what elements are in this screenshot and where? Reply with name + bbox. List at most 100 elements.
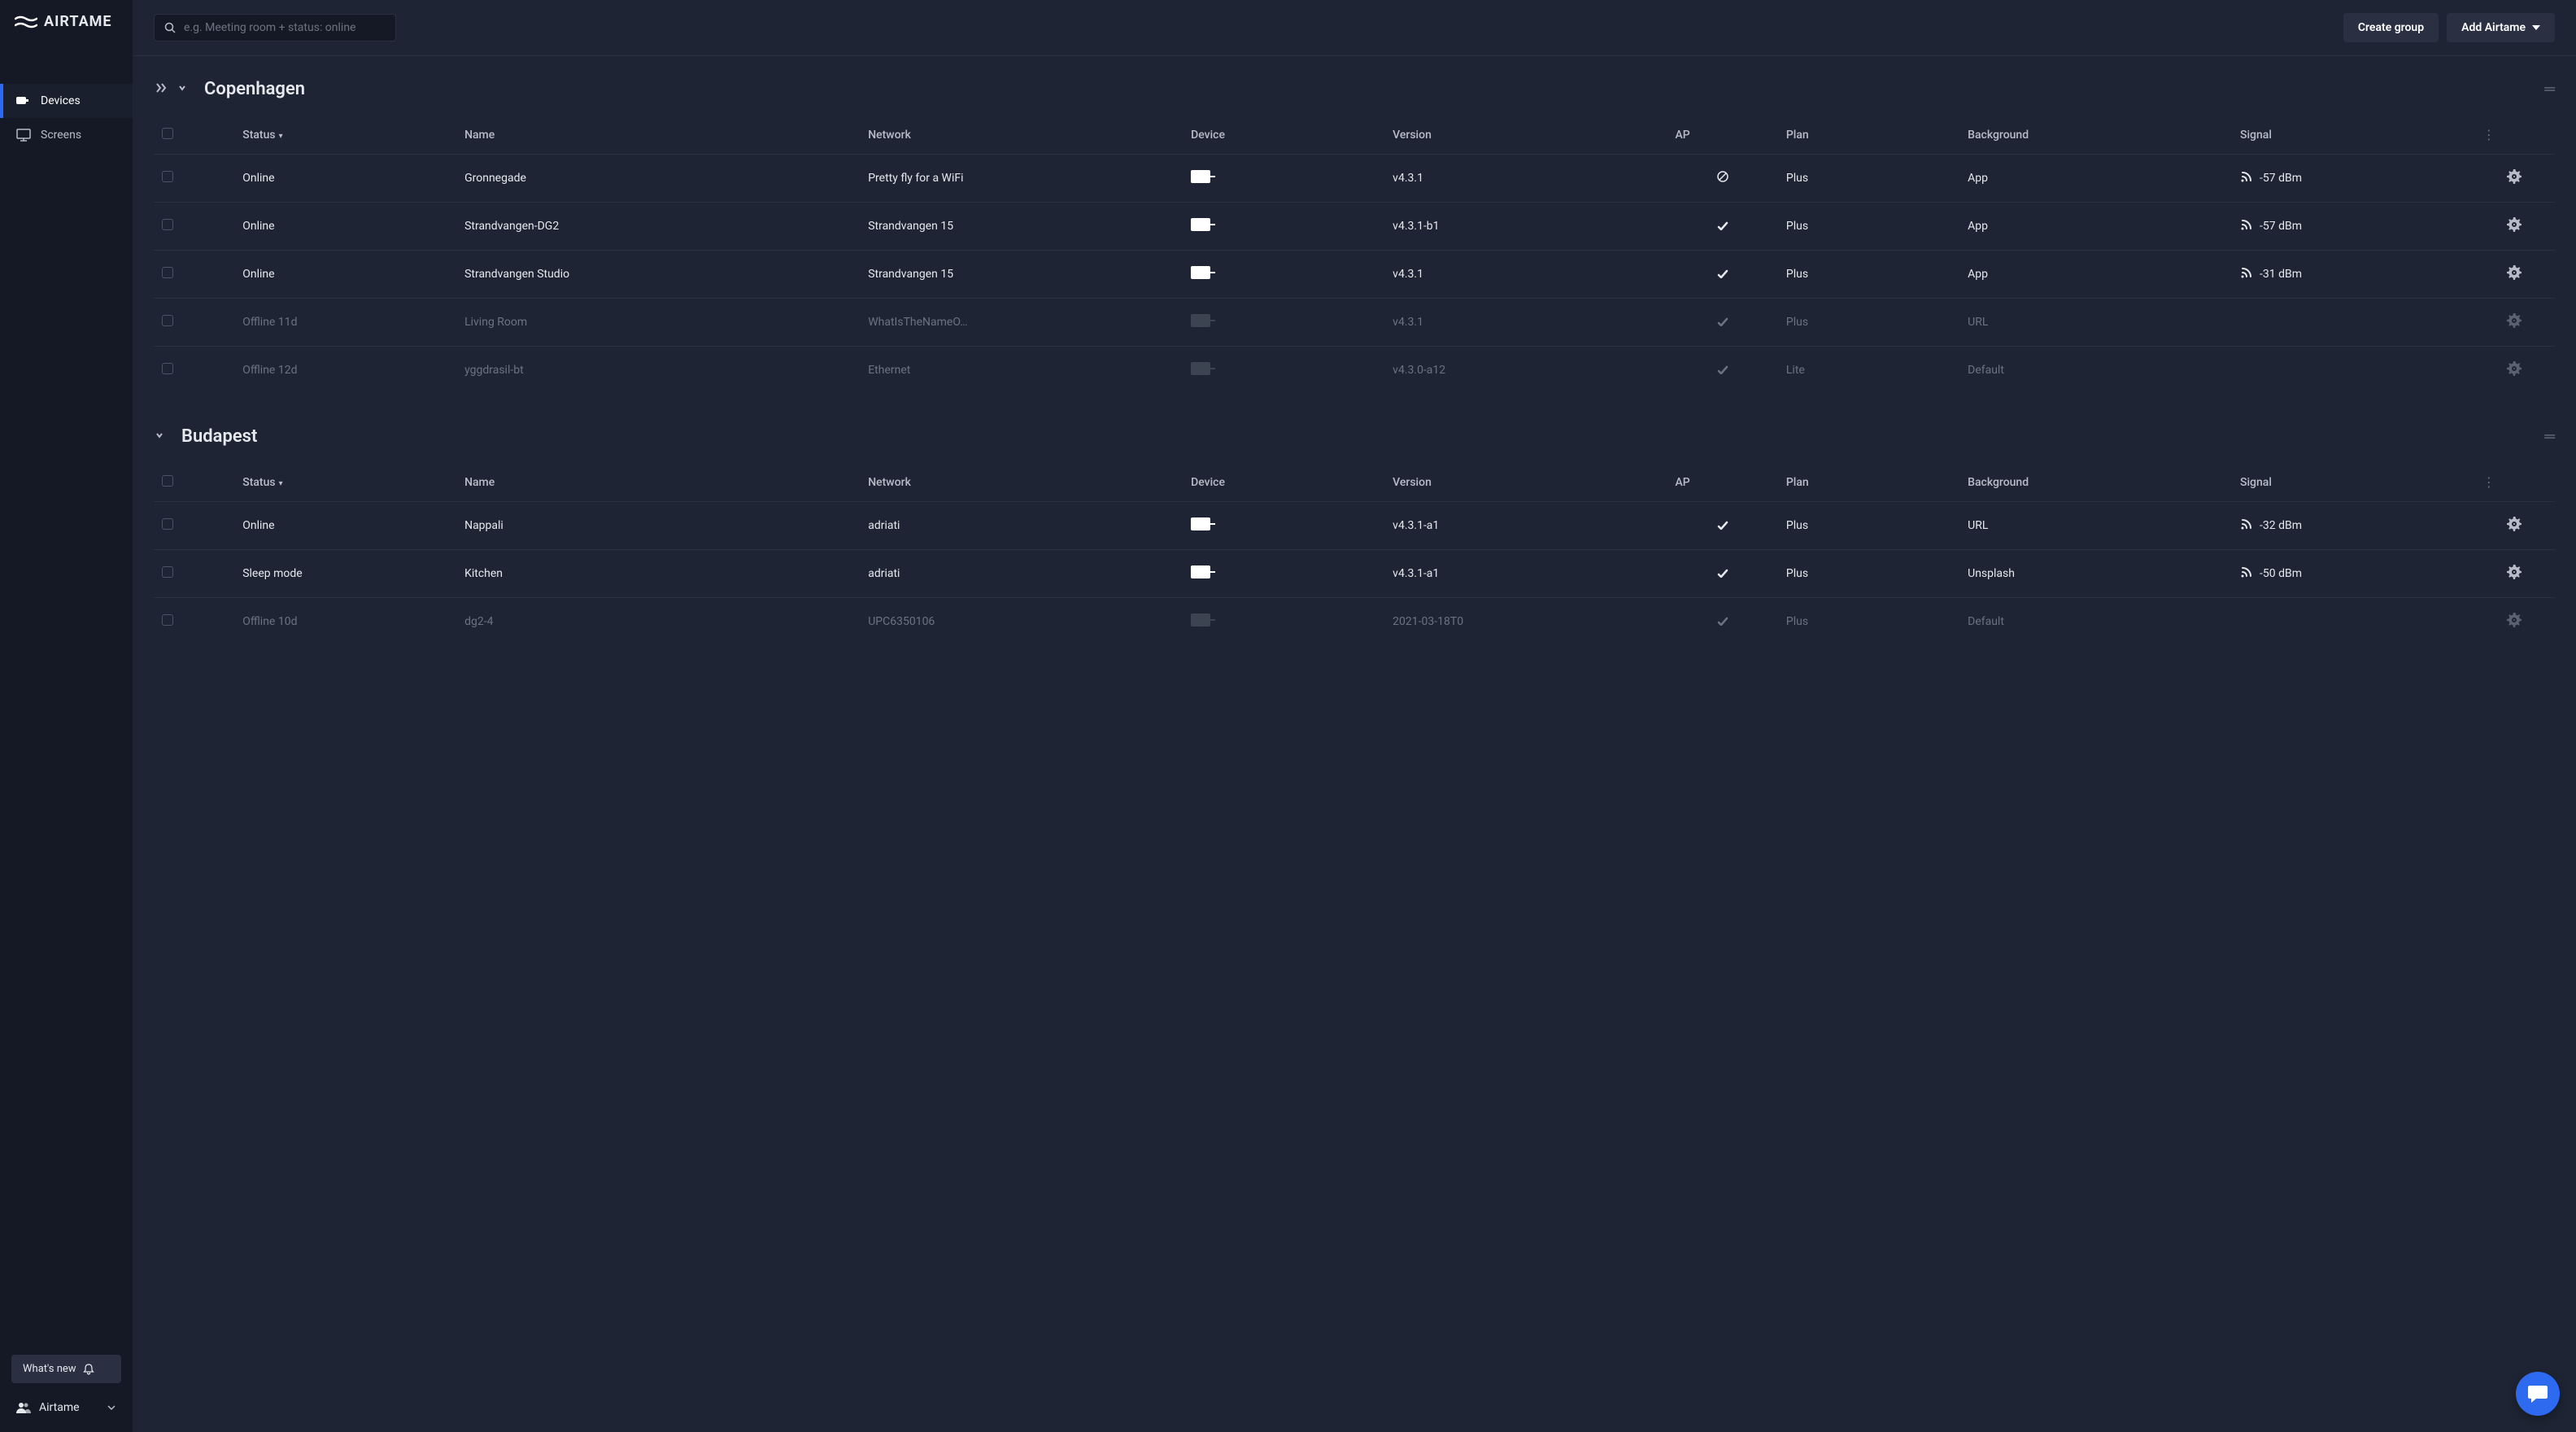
table-row[interactable]: OnlineStrandvangen StudioStrandvangen 15… [154, 251, 2555, 299]
cell-plan: Plus [1778, 502, 1959, 550]
device-table: Status▾NameNetworkDeviceVersionAPPlanBac… [154, 116, 2555, 394]
cell-network: adriati [860, 502, 1183, 550]
collapse-icon[interactable] [177, 82, 188, 97]
group-title: Budapest [181, 426, 257, 447]
org-switcher[interactable]: Airtame [11, 1395, 121, 1421]
col-status[interactable]: Status▾ [234, 116, 456, 155]
cell-status: Offline 12d [234, 347, 456, 395]
add-airtame-button[interactable]: Add Airtame [2447, 13, 2555, 42]
whats-new-label: What's new [23, 1363, 76, 1375]
collapse-icon[interactable] [154, 430, 165, 444]
col-network[interactable]: Network [860, 463, 1183, 502]
col-device[interactable]: Device [1183, 116, 1384, 155]
signal-icon [2240, 565, 2253, 582]
col-status[interactable]: Status▾ [234, 463, 456, 502]
table-row[interactable]: OnlineStrandvangen-DG2Strandvangen 15v4.… [154, 203, 2555, 251]
row-settings-icon[interactable] [2507, 318, 2522, 331]
drag-handle-icon[interactable]: ═ [2544, 81, 2555, 98]
col-ap[interactable]: AP [1667, 463, 1777, 502]
column-menu-icon[interactable]: ⋮ [2482, 474, 2495, 490]
cell-device [1183, 347, 1384, 395]
ap-status-icon [1716, 518, 1729, 531]
row-checkbox[interactable] [162, 315, 173, 326]
signal-icon [2240, 218, 2253, 234]
cell-ap [1667, 502, 1777, 550]
cell-name: dg2-4 [456, 598, 860, 646]
search-input[interactable] [184, 21, 386, 34]
nav-screens-label: Screens [41, 129, 81, 142]
row-settings-icon[interactable] [2507, 222, 2522, 235]
cell-device [1183, 251, 1384, 299]
org-name: Airtame [39, 1401, 80, 1414]
collapse-all-icon[interactable] [154, 82, 168, 97]
table-row[interactable]: Offline 12dyggdrasil-btEthernetv4.3.0-a1… [154, 347, 2555, 395]
cell-version: v4.3.1 [1384, 299, 1667, 347]
column-menu-icon[interactable]: ⋮ [2482, 127, 2495, 142]
row-settings-icon[interactable] [2507, 174, 2522, 187]
cell-name: Strandvangen-DG2 [456, 203, 860, 251]
caret-down-icon [2532, 25, 2540, 30]
col-version[interactable]: Version [1384, 116, 1667, 155]
device-icon [1191, 218, 1210, 231]
whats-new-button[interactable]: What's new [11, 1355, 121, 1383]
table-row[interactable]: OnlineNappaliadriativ4.3.1-a1PlusURL-32 … [154, 502, 2555, 550]
signal-icon [2240, 517, 2253, 534]
row-checkbox[interactable] [162, 219, 173, 230]
cell-plan: Plus [1778, 155, 1959, 203]
select-all-checkbox[interactable] [162, 475, 173, 487]
row-settings-icon[interactable] [2507, 270, 2522, 283]
select-all-checkbox[interactable] [162, 128, 173, 139]
row-checkbox[interactable] [162, 363, 173, 374]
cell-background: URL [1959, 299, 2232, 347]
row-checkbox[interactable] [162, 171, 173, 182]
search-box[interactable] [154, 14, 396, 41]
col-name[interactable]: Name [456, 116, 860, 155]
col-version[interactable]: Version [1384, 463, 1667, 502]
row-settings-icon[interactable] [2507, 522, 2522, 535]
table-row[interactable]: Sleep modeKitchenadriativ4.3.1-a1PlusUns… [154, 550, 2555, 598]
col-signal[interactable]: Signal [2232, 463, 2474, 502]
table-row[interactable]: OnlineGronnegadePretty fly for a WiFiv4.… [154, 155, 2555, 203]
table-row[interactable]: Offline 10ddg2-4UPC63501062021-03-18T0Pl… [154, 598, 2555, 646]
cell-status: Sleep mode [234, 550, 456, 598]
row-settings-icon[interactable] [2507, 366, 2522, 379]
cell-device [1183, 203, 1384, 251]
chat-fab[interactable] [2516, 1372, 2560, 1416]
col-signal[interactable]: Signal [2232, 116, 2474, 155]
row-checkbox[interactable] [162, 614, 173, 626]
col-network[interactable]: Network [860, 116, 1183, 155]
col-plan[interactable]: Plan [1778, 463, 1959, 502]
row-checkbox[interactable] [162, 267, 173, 278]
col-background[interactable]: Background [1959, 116, 2232, 155]
signal-value: -50 dBm [2260, 567, 2302, 580]
row-checkbox[interactable] [162, 566, 173, 578]
group-header: Budapest ═ [154, 426, 2555, 447]
ap-status-icon [1716, 170, 1729, 183]
create-group-button[interactable]: Create group [2343, 13, 2439, 42]
device-table: Status▾NameNetworkDeviceVersionAPPlanBac… [154, 463, 2555, 645]
nav-screens[interactable]: Screens [0, 118, 133, 152]
col-name[interactable]: Name [456, 463, 860, 502]
col-ap[interactable]: AP [1667, 116, 1777, 155]
cell-network: adriati [860, 550, 1183, 598]
cell-name: Strandvangen Studio [456, 251, 860, 299]
drag-handle-icon[interactable]: ═ [2544, 428, 2555, 445]
cell-network: Strandvangen 15 [860, 251, 1183, 299]
col-plan[interactable]: Plan [1778, 116, 1959, 155]
cell-plan: Plus [1778, 203, 1959, 251]
col-device[interactable]: Device [1183, 463, 1384, 502]
cell-signal: -57 dBm [2232, 155, 2474, 203]
col-background[interactable]: Background [1959, 463, 2232, 502]
table-row[interactable]: Offline 11dLiving RoomWhatIsTheNameO…v4.… [154, 299, 2555, 347]
signal-value: -57 dBm [2260, 172, 2302, 185]
signal-icon [2240, 170, 2253, 186]
nav-devices[interactable]: Devices [0, 84, 133, 118]
cell-version: v4.3.0-a12 [1384, 347, 1667, 395]
cell-background: Default [1959, 347, 2232, 395]
cell-status: Online [234, 155, 456, 203]
row-settings-icon[interactable] [2507, 618, 2522, 631]
row-checkbox[interactable] [162, 518, 173, 530]
cell-ap [1667, 299, 1777, 347]
cell-device [1183, 155, 1384, 203]
row-settings-icon[interactable] [2507, 570, 2522, 583]
